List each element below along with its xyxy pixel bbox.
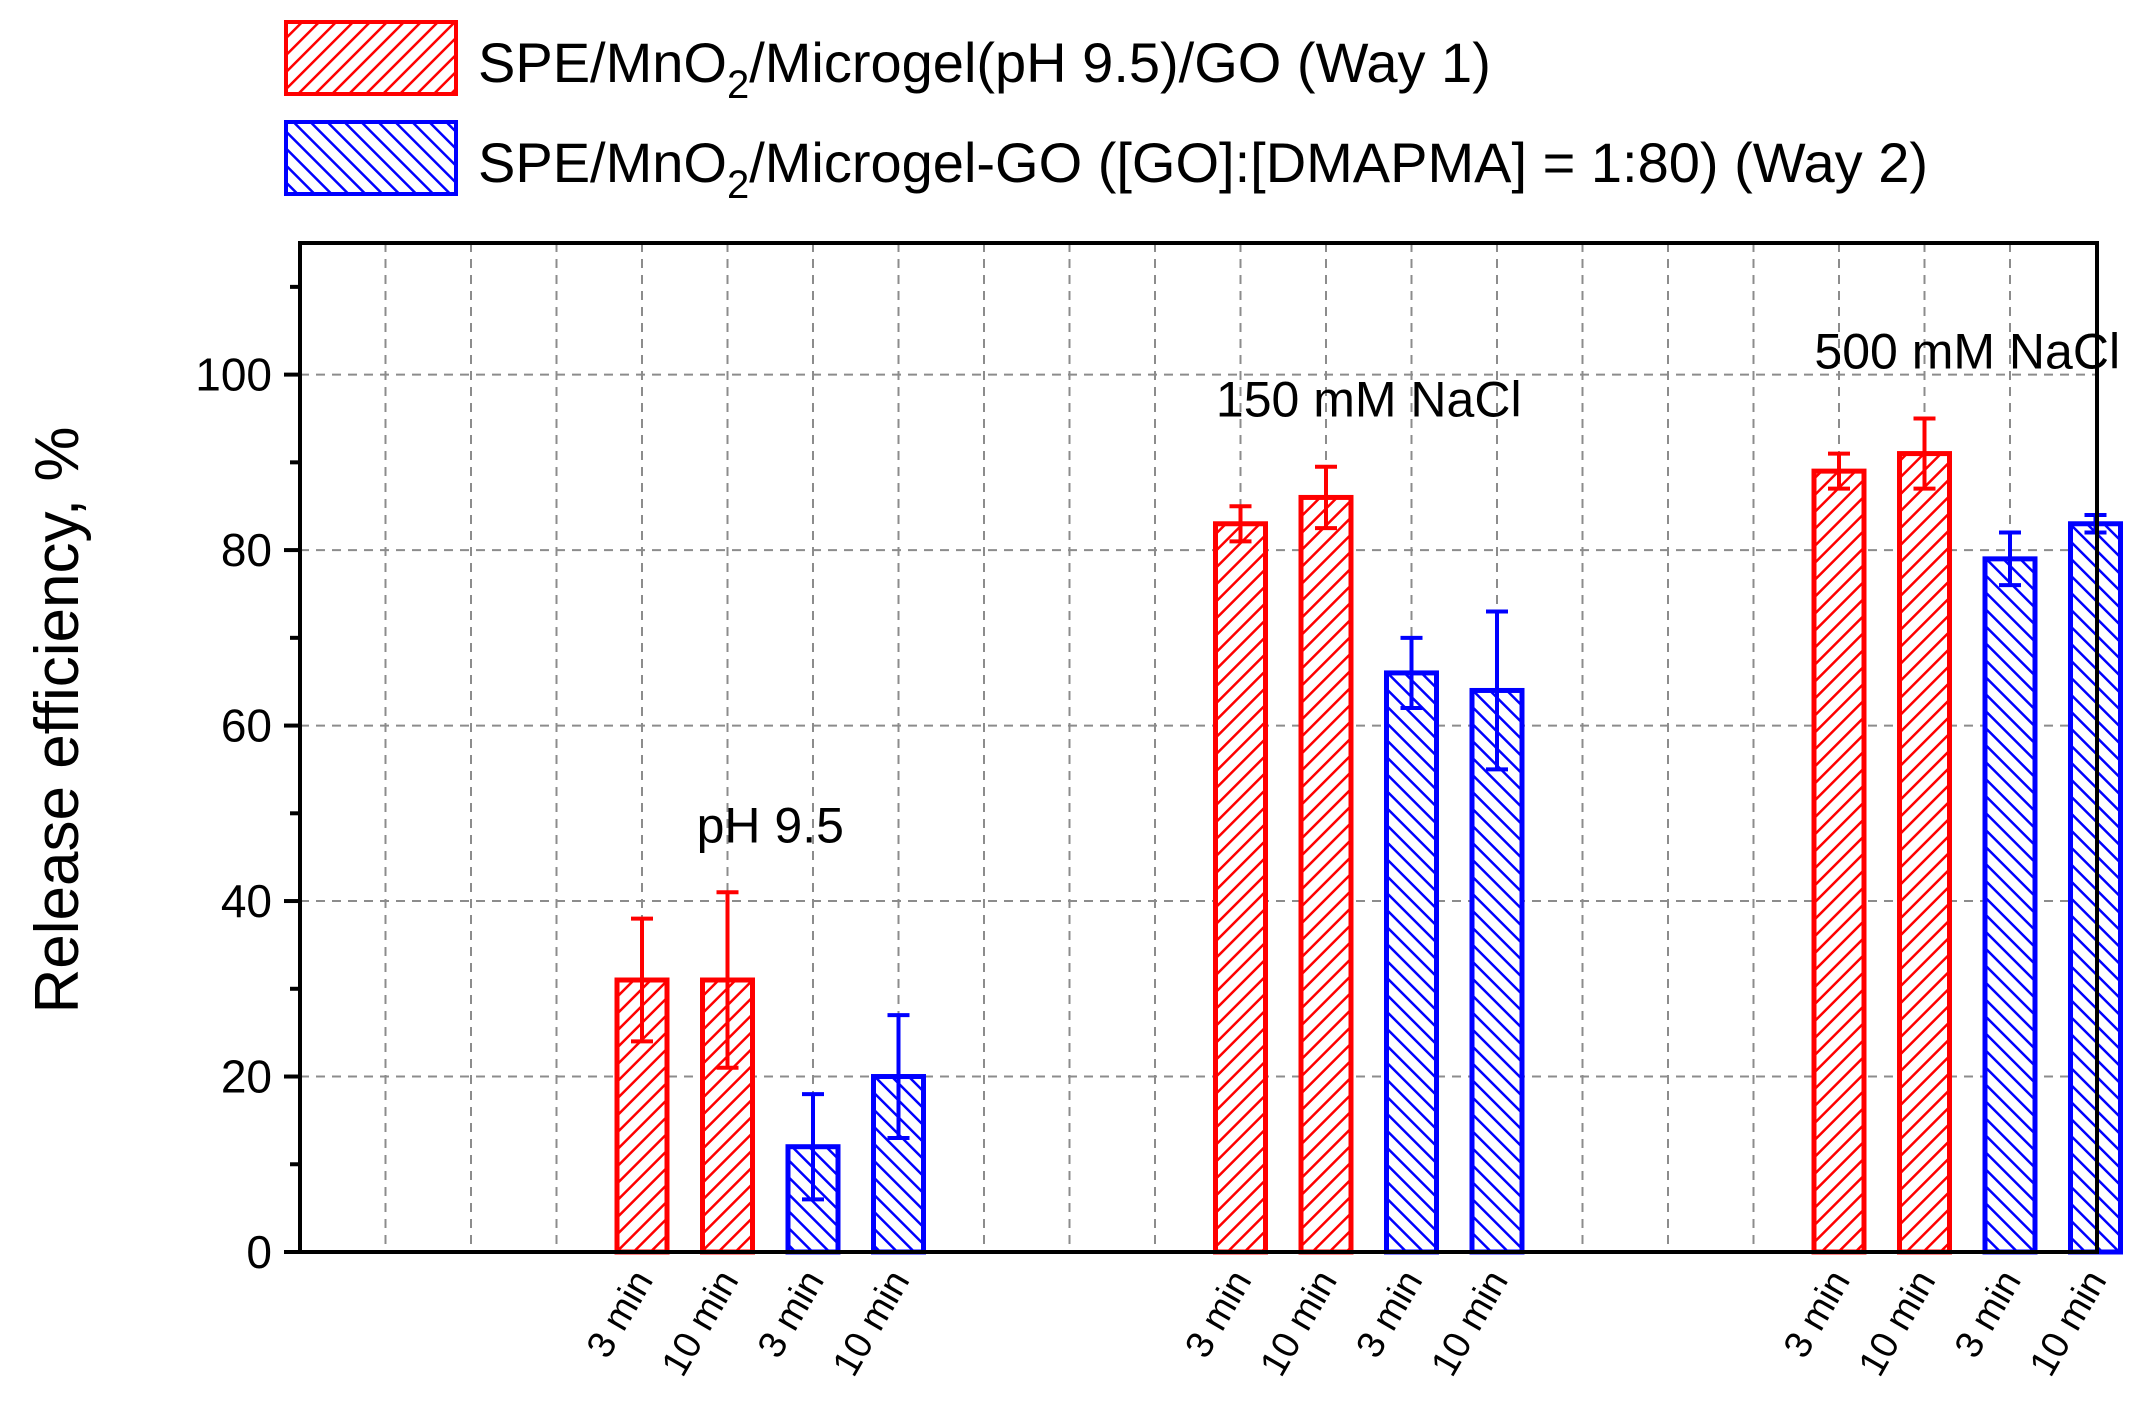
x-tick-label: 10 min [1423, 1264, 1516, 1384]
bar-way2 [1384, 670, 1439, 1255]
y-axis-label: Release efficiency, % [23, 426, 92, 1013]
x-tick-label: 3 min [1947, 1264, 2030, 1365]
x-tick-label: 3 min [1348, 1264, 1431, 1365]
error-bar-way1 [1229, 504, 1252, 544]
legend: SPE/MnO2/Microgel(pH 9.5)/GO (Way 1) SPE… [284, 20, 1928, 207]
error-bar-way2 [1486, 609, 1508, 772]
y-tick-label: 20 [221, 1051, 272, 1103]
y-tick-label: 100 [195, 349, 272, 401]
y-tick-label: 60 [221, 700, 272, 752]
group-label: pH 9.5 [697, 797, 844, 853]
error-bar-way1 [1315, 464, 1337, 531]
legend-way1-prefix: SPE/MnO [478, 31, 727, 94]
y-tick-label: 80 [221, 524, 272, 576]
x-tick-label: 3 min [579, 1264, 662, 1365]
x-tick-label: 3 min [1177, 1264, 1260, 1365]
error-bar-way1 [631, 916, 653, 1044]
legend-label-way1: SPE/MnO2/Microgel(pH 9.5)/GO (Way 1) [478, 31, 1491, 107]
legend-way2-suffix: /Microgel-GO ([GO]:[DMAPMA] = 1:80) (Way… [749, 131, 1928, 194]
x-tick-label: 10 min [1851, 1264, 1944, 1384]
x-tick-label: 10 min [2022, 1264, 2115, 1384]
x-tick-label: 10 min [825, 1264, 918, 1384]
error-bar-way2 [1400, 635, 1423, 711]
error-bar-way1 [1828, 451, 1850, 491]
x-tick-label: 3 min [750, 1264, 833, 1365]
legend-way2-subscript: 2 [727, 163, 749, 207]
bar-way2 [1982, 556, 2038, 1255]
error-bar-way2 [1999, 530, 2021, 588]
y-tick-label: 40 [221, 875, 272, 927]
bar-way1 [1298, 494, 1354, 1255]
error-bar-way2 [887, 1013, 910, 1140]
x-tick-label: 10 min [654, 1264, 747, 1384]
error-bar-way1 [716, 890, 739, 1070]
error-bar-way1 [1913, 416, 1936, 491]
x-tick-label: 10 min [1252, 1264, 1345, 1384]
legend-label-way2: SPE/MnO2/Microgel-GO ([GO]:[DMAPMA] = 1:… [478, 131, 1928, 207]
axes [284, 241, 2099, 1254]
legend-swatch-way1 [284, 20, 458, 96]
legend-swatch-way2 [284, 120, 458, 196]
bar-way2 [1469, 687, 1525, 1255]
plot-frame [298, 241, 2099, 1254]
legend-way1-suffix: /Microgel(pH 9.5)/GO (Way 1) [749, 31, 1491, 94]
legend-way1-subscript: 2 [727, 63, 749, 107]
group-label: 500 mM NaCl [1814, 323, 2120, 379]
bar-way1 [1811, 468, 1867, 1255]
bar-way1 [1213, 521, 1268, 1255]
y-tick-label: 0 [246, 1226, 272, 1278]
bar-way1 [1897, 451, 1952, 1255]
error-bar-way2 [802, 1092, 824, 1202]
x-tick-label: 3 min [1776, 1264, 1859, 1365]
legend-way2-prefix: SPE/MnO [478, 131, 727, 194]
group-label: 150 mM NaCl [1216, 372, 1522, 428]
error-bars [631, 416, 2107, 1202]
